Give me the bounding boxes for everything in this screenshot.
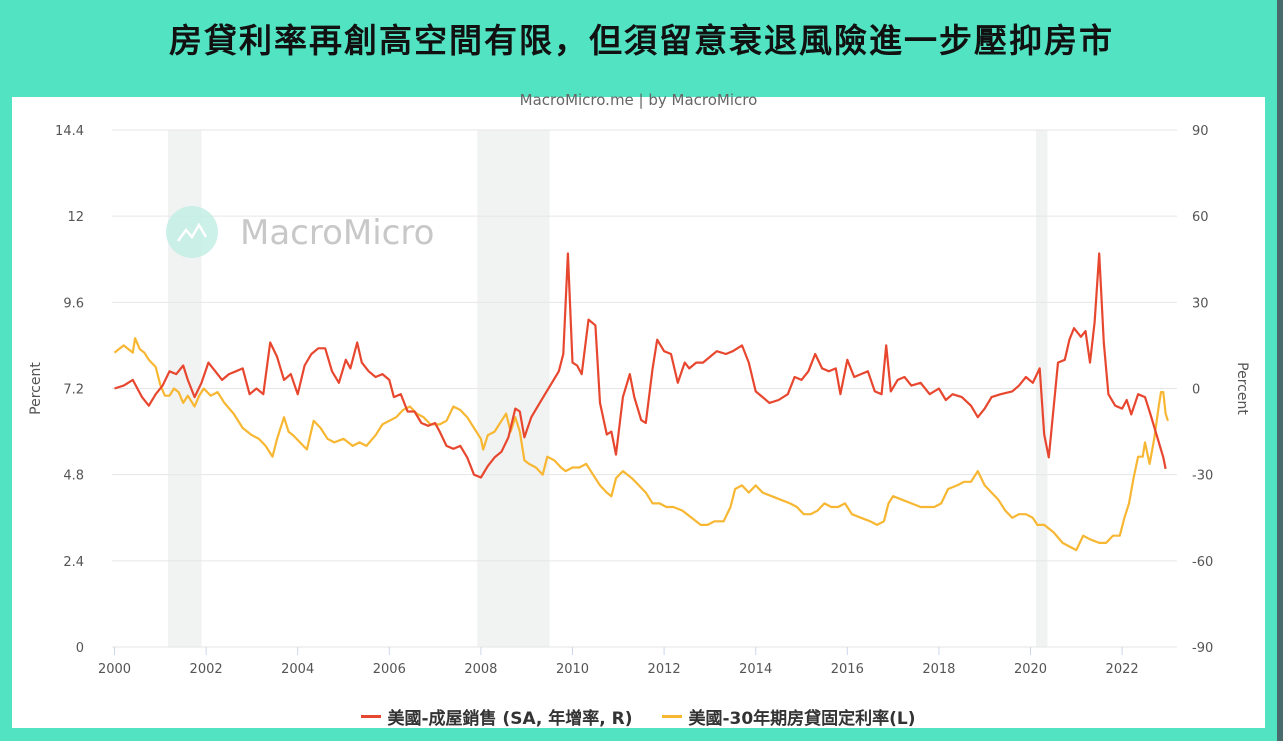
y-left-tick-label: 7.2 — [63, 383, 84, 398]
y-right-tick-label: -90 — [1192, 641, 1213, 656]
y-left-axis-title: Percent — [28, 362, 44, 415]
page-title: 房貸利率再創高空間有限，但須留意衰退風險進一步壓抑房市 — [169, 21, 1114, 60]
y-left-tick-label: 2.4 — [63, 555, 84, 570]
y-left-tick-label: 12 — [67, 210, 84, 225]
legend-label: 美國-成屋銷售 (SA, 年增率, R) — [387, 709, 633, 729]
legend-swatch-red — [361, 715, 382, 718]
series-line-home-sales[interactable] — [114, 252, 1167, 479]
x-tick-label: 2010 — [556, 662, 589, 677]
x-tick-label: 2016 — [831, 662, 864, 677]
y-right-tick-label: 60 — [1192, 210, 1209, 225]
y-right-tick-label: -30 — [1192, 469, 1213, 484]
x-tick-label: 2006 — [373, 662, 406, 677]
legend-label: 美國-30年期房貸固定利率(L) — [688, 709, 916, 729]
y-left-tick-label: 0 — [76, 641, 84, 656]
y-right-tick-label: 30 — [1192, 296, 1209, 311]
y-right-axis-title: Percent — [1234, 362, 1250, 415]
line-chart[interactable]: 0 -90 2.4 -60 4.8 -30 7.2 0 9.6 30 12 60 14.4 90 Macro… — [12, 97, 1265, 728]
y-right-tick-label: -60 — [1192, 555, 1213, 570]
window-edge-strip — [1277, 0, 1283, 741]
series-line-mortgage-rate[interactable] — [113, 337, 1169, 552]
chart-credit: MacroMicro.me | by MacroMicro — [519, 91, 758, 109]
y-right-tick-label: 90 — [1192, 124, 1209, 139]
x-tick-label: 2020 — [1014, 662, 1047, 677]
legend-item-mortgage-rate[interactable]: 美國-30年期房貸固定利率(L) — [662, 704, 916, 729]
x-tick-label: 2002 — [190, 662, 223, 677]
legend-item-home-sales[interactable]: 美國-成屋銷售 (SA, 年增率, R) — [361, 704, 633, 729]
logo-chart-glyph-icon — [176, 222, 208, 242]
chart-legend: 美國-成屋銷售 (SA, 年增率, R) 美國-30年期房貸固定利率(L) — [12, 703, 1265, 729]
chart-panel: 0 -90 2.4 -60 4.8 -30 7.2 0 9.6 30 12 60 14.4 90 Macro… — [12, 91, 1265, 729]
x-tick-label: 2022 — [1106, 662, 1139, 677]
y-left-tick-label: 14.4 — [55, 124, 84, 139]
y-right-tick-label: 0 — [1192, 383, 1200, 398]
legend-swatch-yellow — [662, 715, 683, 718]
y-left-tick-label: 9.6 — [63, 296, 84, 311]
y-left-tick-label: 4.8 — [63, 469, 84, 484]
x-tick-label: 2000 — [98, 662, 131, 677]
x-tick-label: 2008 — [464, 662, 497, 677]
x-tick-label: 2004 — [281, 662, 314, 677]
x-tick-label: 2014 — [739, 662, 772, 677]
macromicro-logo-icon — [166, 206, 218, 258]
x-tick-label: 2018 — [922, 662, 955, 677]
watermark-text: MacroMicro — [240, 213, 434, 253]
x-tick-label: 2012 — [648, 662, 681, 677]
